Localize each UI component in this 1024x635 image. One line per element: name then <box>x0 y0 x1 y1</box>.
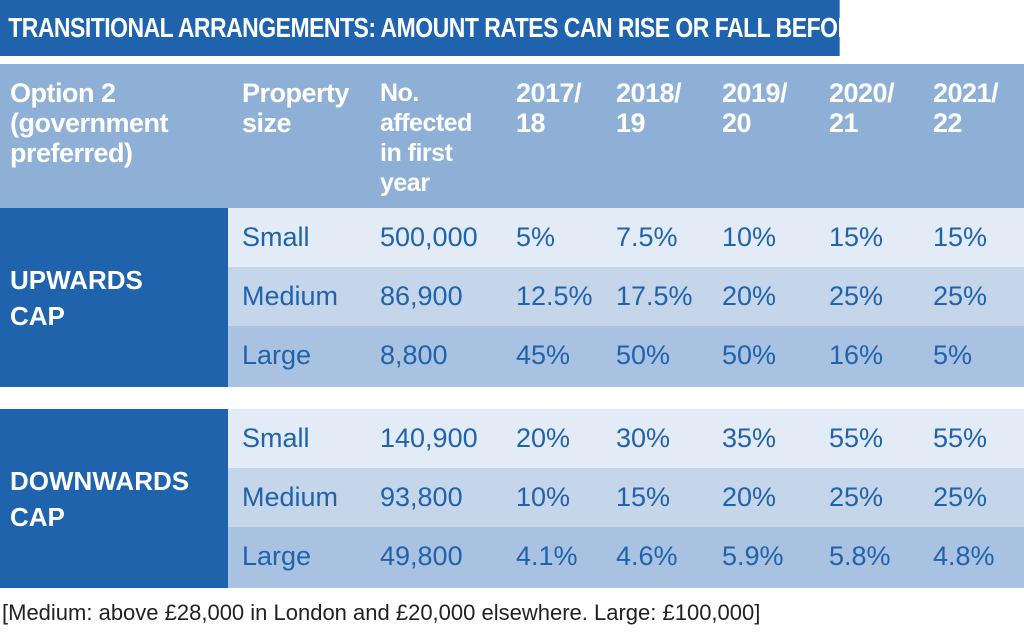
section-label-line: DOWNWARDS <box>10 465 190 496</box>
cell-2019: 50% <box>722 340 777 370</box>
header-year-2021: 2021/ 22 <box>933 78 999 138</box>
table-title: TRANSITIONAL ARRANGEMENTS: AMOUNT RATES … <box>0 0 1024 56</box>
cell-2021: 5% <box>933 340 973 370</box>
header-affected-line: year <box>380 169 430 197</box>
header-property-size: Property size <box>242 78 350 138</box>
table-row: Medium 93,800 10% 15% 20% 25% 25% <box>228 468 1024 527</box>
table-row: Large 49,800 4.1% 4.6% 5.9% 5.8% 4.8% <box>228 527 1024 588</box>
cell-2018: 50% <box>616 340 671 370</box>
cell-affected: 86,900 <box>380 281 463 311</box>
cell-2021: 25% <box>933 281 988 311</box>
cell-2021: 4.8% <box>933 541 995 571</box>
header-year-line: 2021/ <box>933 78 999 108</box>
cell-2020: 25% <box>829 482 884 512</box>
footnote: [Medium: above £28,000 in London and £20… <box>2 600 761 625</box>
header-year-line: 2018/ <box>616 78 682 108</box>
cell-2019: 20% <box>722 281 777 311</box>
cell-size: Medium <box>242 482 339 512</box>
cell-2020: 25% <box>829 281 884 311</box>
section-label-line: CAP <box>10 300 65 331</box>
header-year-line: 2019/ <box>722 78 788 108</box>
cell-size: Large <box>242 541 312 571</box>
header-option-line: Option 2 <box>10 78 116 108</box>
header-year-line: 19 <box>616 108 646 138</box>
header-year-line: 21 <box>829 108 859 138</box>
cell-2020: 16% <box>829 340 884 370</box>
cell-2021: 55% <box>933 423 988 453</box>
table-row: Large 8,800 45% 50% 50% 16% 5% <box>228 326 1024 387</box>
section-label-line: UPWARDS <box>10 264 143 295</box>
cell-2017: 45% <box>516 340 571 370</box>
cell-2017: 20% <box>516 423 571 453</box>
header-property-size-line: size <box>242 108 292 138</box>
header-option-line: (government <box>10 108 169 138</box>
header-affected-line: No. <box>380 79 419 107</box>
cell-size: Small <box>242 222 310 252</box>
header-year-line: 2017/ <box>516 78 582 108</box>
cell-size: Medium <box>242 281 339 311</box>
cell-size: Small <box>242 423 310 453</box>
section-label-downwards-cap: DOWNWARDS CAP <box>0 409 228 588</box>
cell-2017: 4.1% <box>516 541 578 571</box>
header-affected-line: affected <box>380 109 472 137</box>
header-year-2017: 2017/ 18 <box>516 78 582 138</box>
cell-affected: 93,800 <box>380 482 463 512</box>
cell-2018: 30% <box>616 423 671 453</box>
header-affected-line: in first <box>380 139 453 167</box>
table-row: Medium 86,900 12.5% 17.5% 20% 25% 25% <box>228 267 1024 326</box>
header-property-size-line: Property <box>242 78 350 108</box>
cell-2020: 55% <box>829 423 884 453</box>
cell-2019: 10% <box>722 222 777 252</box>
cell-2018: 4.6% <box>616 541 678 571</box>
cell-affected: 49,800 <box>380 541 463 571</box>
table-row: Small 140,900 20% 30% 35% 55% 55% <box>228 409 1024 468</box>
header-year-line: 20 <box>722 108 752 138</box>
cell-affected: 8,800 <box>380 340 448 370</box>
cell-2018: 15% <box>616 482 671 512</box>
cell-affected: 140,900 <box>380 423 478 453</box>
cell-affected: 500,000 <box>380 222 478 252</box>
cell-2017: 12.5% <box>516 281 593 311</box>
cell-2020: 15% <box>829 222 884 252</box>
header-option-line: preferred) <box>10 138 133 168</box>
header-year-line: 22 <box>933 108 963 138</box>
cell-size: Large <box>242 340 312 370</box>
cell-2018: 7.5% <box>616 222 678 252</box>
table-row: Small 500,000 5% 7.5% 10% 15% 15% <box>228 208 1024 267</box>
cell-2018: 17.5% <box>616 281 693 311</box>
header-year-2020: 2020/ 21 <box>829 78 895 138</box>
header-year-line: 18 <box>516 108 546 138</box>
header-affected: No. affected in first year <box>380 78 472 198</box>
header-year-line: 2020/ <box>829 78 895 108</box>
cell-2021: 25% <box>933 482 988 512</box>
header-year-2018: 2018/ 19 <box>616 78 682 138</box>
cell-2017: 10% <box>516 482 571 512</box>
section-label-line: CAP <box>10 501 65 532</box>
table-header: Option 2 (government preferred) Property… <box>0 64 1024 208</box>
header-option: Option 2 (government preferred) <box>10 78 169 168</box>
cell-2019: 20% <box>722 482 777 512</box>
cell-2017: 5% <box>516 222 556 252</box>
section-label-upwards-cap: UPWARDS CAP <box>0 208 228 387</box>
cell-2019: 35% <box>722 423 777 453</box>
cell-2021: 15% <box>933 222 988 252</box>
cell-2020: 5.8% <box>829 541 891 571</box>
header-year-2019: 2019/ 20 <box>722 78 788 138</box>
cell-2019: 5.9% <box>722 541 784 571</box>
